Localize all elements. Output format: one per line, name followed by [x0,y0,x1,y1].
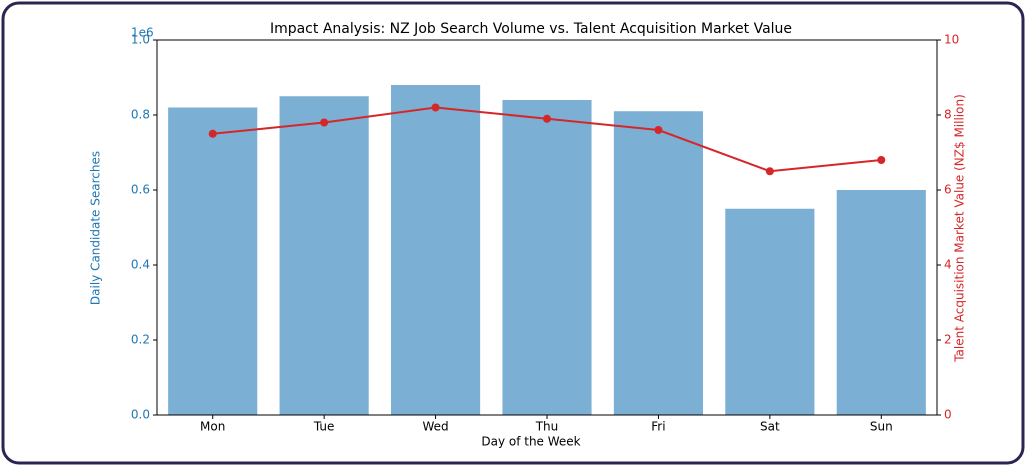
x-tick-label: Sat [760,420,780,434]
y2-tick-label: 2 [944,333,952,347]
x-tick-label: Tue [313,420,335,434]
bar [725,208,815,415]
y-tick-label: 0.6 [131,183,150,197]
y-tick-label: 1.0 [131,33,150,47]
point [654,126,663,134]
bar [168,107,258,415]
point [431,103,440,112]
y-tick-label: 0.8 [131,108,150,122]
y2-tick-label: 8 [944,108,952,122]
y-tick-label: 0.0 [131,408,150,422]
y-tick-label: 0.2 [131,333,150,347]
y2-tick-label: 6 [944,183,952,197]
y-offset-label: 1e6 [131,26,154,40]
x-axis-label: Day of the Week [481,435,580,449]
bar [279,96,369,415]
y-axis-label: Daily Candidate Searches [89,151,103,305]
y2-tick-label: 0 [944,408,952,422]
point [208,129,217,138]
x-tick-label: Wed [422,420,448,434]
point [543,114,551,123]
bar [836,190,926,415]
point [765,167,774,176]
x-tick-label: Fri [651,420,665,434]
bar [613,111,703,415]
point [877,156,886,164]
y-tick-label: 0.4 [131,258,150,272]
bar [502,100,592,415]
bar [391,85,481,415]
point [320,118,329,127]
y2-tick-label: 10 [944,33,959,47]
y2-tick-label: 4 [944,258,952,272]
x-tick-label: Mon [200,420,225,434]
x-tick-label: Thu [535,420,559,434]
x-tick-label: Sun [870,420,893,434]
y2-axis-label: Talent Acquisition Market Value (NZ$ Mil… [953,94,967,363]
chart-title: Impact Analysis: NZ Job Search Volume vs… [270,21,792,37]
